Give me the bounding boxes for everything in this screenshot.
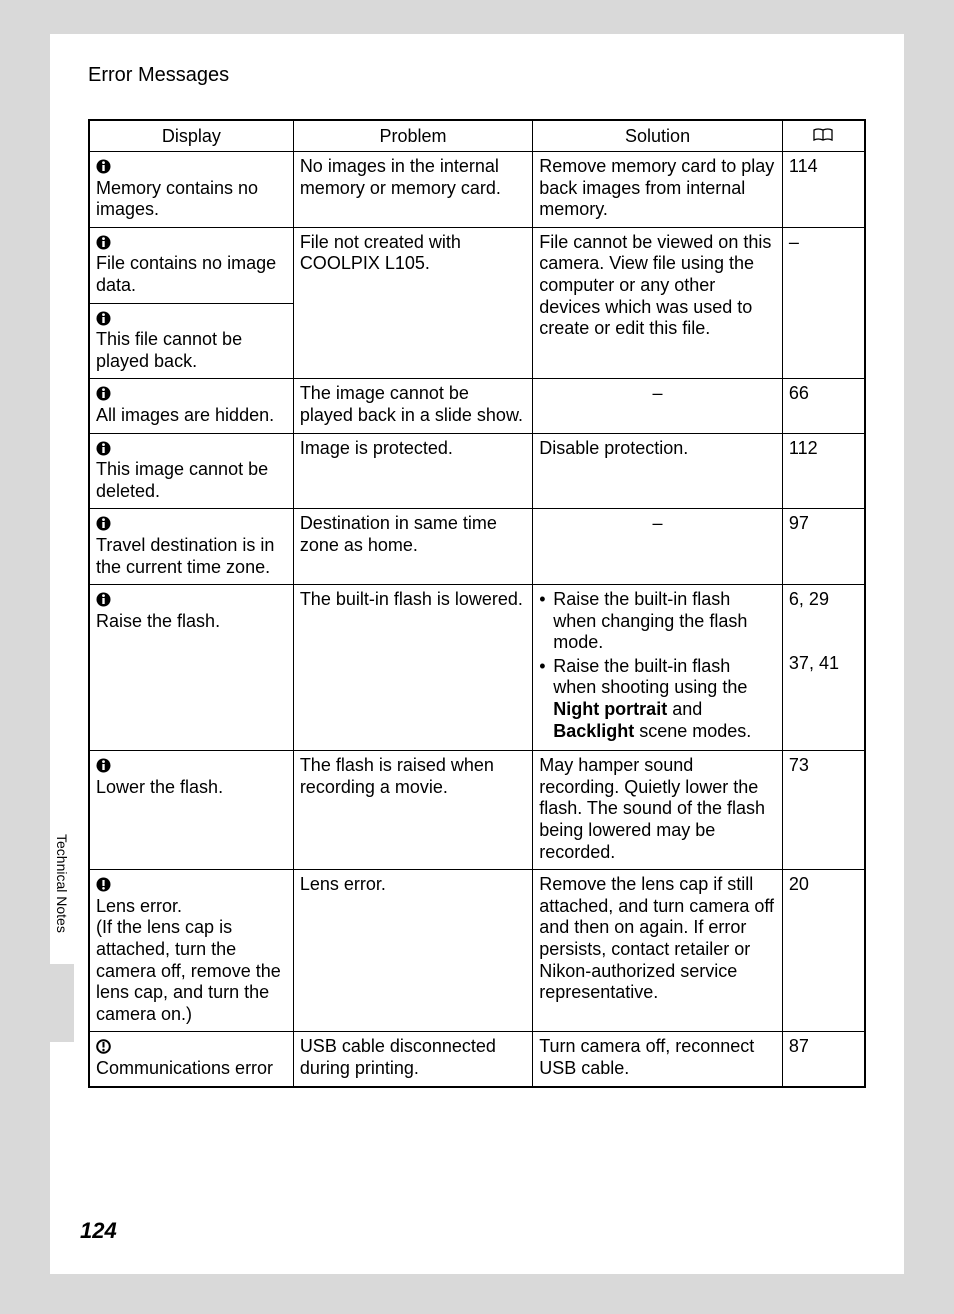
- table-row: Lower the flash. The flash is raised when…: [89, 751, 865, 870]
- display-text: All images are hidden.: [96, 405, 274, 425]
- info-icon: [96, 235, 111, 250]
- cell-display: Travel destination is in the current tim…: [89, 509, 293, 585]
- info-icon: [96, 311, 111, 326]
- display-text: This file cannot be played back.: [96, 329, 242, 371]
- page-title: Error Messages: [50, 34, 904, 87]
- cell-solution: Remove the lens cap if still attached, a…: [533, 870, 783, 1032]
- cell-problem: No images in the internal memory or memo…: [293, 152, 532, 228]
- table-row: Lens error.(If the lens cap is attached,…: [89, 870, 865, 1032]
- book-icon: [812, 126, 834, 147]
- cell-display: File contains no image data.: [89, 227, 293, 303]
- info-icon: [96, 386, 111, 401]
- cell-display: This file cannot be played back.: [89, 303, 293, 379]
- cell-ref: 6, 2937, 41: [782, 585, 865, 751]
- cell-problem: Destination in same time zone as home.: [293, 509, 532, 585]
- th-display: Display: [89, 120, 293, 152]
- info-icon: [96, 159, 111, 174]
- table-row: Memory contains no images. No images in t…: [89, 152, 865, 228]
- cell-display: This image cannot be deleted.: [89, 433, 293, 509]
- error-messages-table: Display Problem Solution Memory contains…: [88, 119, 866, 1088]
- table-row: All images are hidden. The image cannot b…: [89, 379, 865, 433]
- ref-item: 6, 29: [789, 589, 858, 653]
- cell-solution: Disable protection.: [533, 433, 783, 509]
- info-icon: [96, 758, 111, 773]
- display-text: Lower the flash.: [96, 777, 223, 797]
- cell-problem: The image cannot be played back in a sli…: [293, 379, 532, 433]
- cell-ref: 20: [782, 870, 865, 1032]
- cell-ref: 66: [782, 379, 865, 433]
- display-text: This image cannot be deleted.: [96, 459, 268, 501]
- cell-ref: 97: [782, 509, 865, 585]
- warn-icon: [96, 877, 111, 892]
- cell-display: Lower the flash.: [89, 751, 293, 870]
- th-ref: [782, 120, 865, 152]
- info-icon: [96, 441, 111, 456]
- cell-ref: 87: [782, 1032, 865, 1087]
- table-row: File contains no image data.File not cre…: [89, 227, 865, 303]
- cell-ref: –: [782, 227, 865, 379]
- cell-display: Lens error.(If the lens cap is attached,…: [89, 870, 293, 1032]
- display-text: Raise the flash.: [96, 611, 220, 631]
- manual-page: Error Messages Display Problem Solution …: [50, 34, 904, 1274]
- cell-ref: 73: [782, 751, 865, 870]
- cell-display: Memory contains no images.: [89, 152, 293, 228]
- display-text: Lens error.(If the lens cap is attached,…: [96, 896, 281, 1024]
- cell-ref: 114: [782, 152, 865, 228]
- cell-problem: File not created with COOLPIX L105.: [293, 227, 532, 379]
- cell-problem: The built-in flash is lowered.: [293, 585, 532, 751]
- cell-problem: Lens error.: [293, 870, 532, 1032]
- section-side-label: Technical Notes: [54, 834, 70, 933]
- cell-display: Raise the flash.: [89, 585, 293, 751]
- page-number: 124: [80, 1218, 117, 1244]
- display-text: Communications error: [96, 1058, 273, 1078]
- display-text: File contains no image data.: [96, 253, 276, 295]
- table-row: Travel destination is in the current tim…: [89, 509, 865, 585]
- cell-solution: –: [533, 509, 783, 585]
- info-icon: [96, 516, 111, 531]
- table-row: This image cannot be deleted. Image is pr…: [89, 433, 865, 509]
- solution-item: Raise the built-in flash when changing t…: [553, 589, 776, 654]
- cell-display: All images are hidden.: [89, 379, 293, 433]
- ref-item: 37, 41: [789, 653, 858, 675]
- cell-problem: The flash is raised when recording a mov…: [293, 751, 532, 870]
- cell-problem: USB cable disconnected during printing.: [293, 1032, 532, 1087]
- table-row: Communications error USB cable disconnect…: [89, 1032, 865, 1087]
- cell-solution: Remove memory card to play back images f…: [533, 152, 783, 228]
- th-solution: Solution: [533, 120, 783, 152]
- cell-problem: Image is protected.: [293, 433, 532, 509]
- table-row: Raise the flash. The built-in flash is lo…: [89, 585, 865, 751]
- cell-solution: File cannot be viewed on this camera. Vi…: [533, 227, 783, 379]
- clock-icon: [96, 1039, 111, 1054]
- solution-item: Raise the built-in flash when shooting u…: [553, 656, 776, 742]
- display-text: Memory contains no images.: [96, 178, 258, 220]
- th-problem: Problem: [293, 120, 532, 152]
- cell-ref: 112: [782, 433, 865, 509]
- display-text: Travel destination is in the current tim…: [96, 535, 274, 577]
- cell-solution: Turn camera off, reconnect USB cable.: [533, 1032, 783, 1087]
- cell-solution: Raise the built-in flash when changing t…: [533, 585, 783, 751]
- cell-solution: –: [533, 379, 783, 433]
- cell-display: Communications error: [89, 1032, 293, 1087]
- cell-solution: May hamper sound recording. Quietly lowe…: [533, 751, 783, 870]
- info-icon: [96, 592, 111, 607]
- section-side-tab: [50, 964, 74, 1042]
